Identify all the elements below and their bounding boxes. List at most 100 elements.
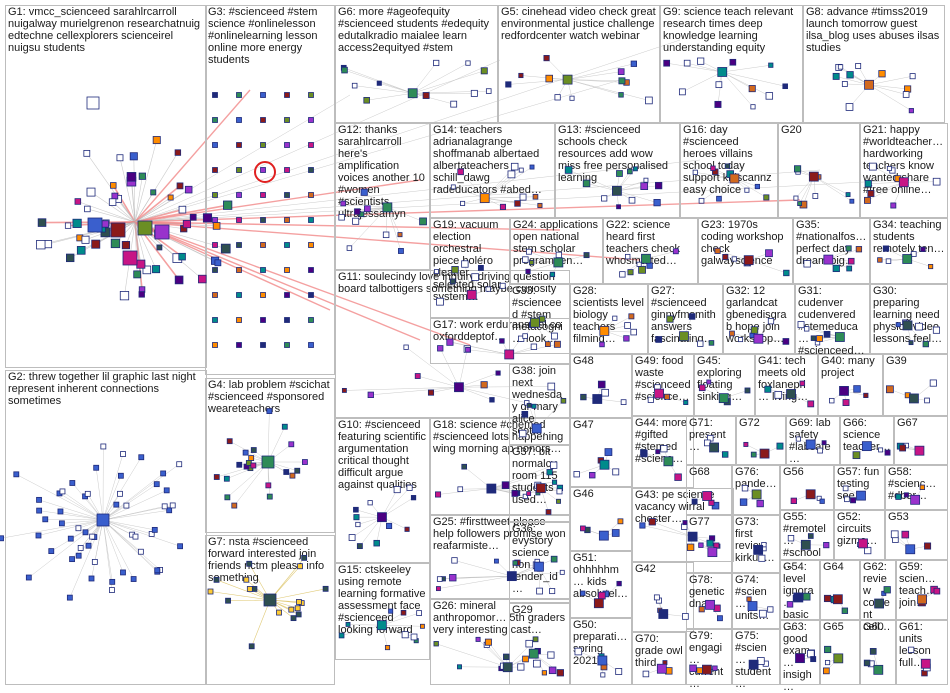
- hub-avatar: [554, 258, 563, 267]
- node: [139, 292, 145, 298]
- hub-avatar: [659, 610, 668, 619]
- node: [139, 173, 145, 179]
- hub-avatar: [801, 540, 810, 549]
- node: [130, 153, 137, 160]
- node: [213, 343, 218, 348]
- node: [466, 61, 470, 65]
- node: [560, 570, 564, 574]
- node: [120, 570, 125, 575]
- node: [237, 193, 242, 198]
- node: [226, 598, 231, 603]
- hub-avatar: [754, 334, 763, 343]
- node: [261, 293, 266, 298]
- node: [716, 82, 722, 88]
- node: [261, 168, 266, 173]
- hub-avatar: [262, 456, 274, 468]
- node: [302, 555, 307, 560]
- node: [496, 371, 500, 375]
- node: [602, 389, 609, 396]
- node: [717, 196, 722, 201]
- hub-avatar: [865, 80, 874, 89]
- hub-avatar: [794, 593, 803, 602]
- node: [613, 316, 617, 320]
- node: [309, 193, 314, 198]
- node: [551, 333, 557, 339]
- node: [511, 163, 518, 170]
- node: [213, 218, 218, 223]
- node: [538, 203, 542, 207]
- node: [471, 90, 477, 96]
- node: [285, 293, 290, 298]
- node: [452, 558, 457, 563]
- node: [600, 342, 605, 347]
- node: [775, 391, 782, 398]
- node: [552, 480, 556, 484]
- node: [179, 206, 186, 213]
- node: [78, 545, 83, 550]
- node: [617, 581, 621, 585]
- node: [777, 443, 783, 449]
- node: [690, 665, 697, 672]
- node: [904, 86, 910, 92]
- node: [364, 97, 370, 103]
- node: [405, 527, 409, 531]
- node: [213, 93, 218, 98]
- node: [223, 201, 231, 209]
- node: [848, 258, 854, 264]
- node: [243, 450, 248, 455]
- hub-avatar: [383, 203, 392, 212]
- hub-avatar: [744, 256, 753, 265]
- node: [544, 55, 549, 60]
- node: [285, 218, 290, 223]
- node: [518, 664, 524, 670]
- node: [923, 341, 929, 347]
- node: [768, 607, 773, 612]
- node: [244, 577, 249, 582]
- node: [267, 494, 272, 499]
- node: [878, 258, 883, 263]
- node: [656, 450, 660, 454]
- node: [602, 196, 607, 201]
- node: [309, 168, 314, 173]
- node: [203, 214, 211, 222]
- node: [502, 482, 509, 489]
- hub-avatar: [264, 594, 276, 606]
- node: [601, 673, 605, 677]
- node: [641, 450, 647, 456]
- node: [884, 587, 890, 593]
- node: [554, 341, 560, 347]
- node: [450, 279, 455, 284]
- node: [451, 185, 455, 189]
- node: [817, 336, 823, 342]
- node: [112, 193, 118, 199]
- node: [879, 448, 883, 452]
- node: [870, 648, 876, 654]
- node: [555, 95, 560, 100]
- node: [522, 411, 528, 417]
- node: [85, 491, 90, 496]
- node: [478, 265, 483, 270]
- node: [744, 442, 748, 446]
- node: [928, 264, 932, 268]
- node: [213, 243, 218, 248]
- node: [542, 671, 546, 675]
- node: [803, 593, 810, 600]
- node: [249, 644, 254, 649]
- node: [934, 588, 940, 594]
- node: [621, 400, 626, 405]
- node: [853, 452, 860, 459]
- node: [649, 519, 655, 525]
- node: [291, 616, 296, 621]
- node: [709, 500, 714, 505]
- node: [825, 660, 829, 664]
- node: [846, 246, 851, 251]
- node: [389, 609, 393, 613]
- node: [675, 474, 682, 481]
- node: [692, 499, 697, 504]
- node: [261, 118, 266, 123]
- node: [921, 247, 925, 251]
- node: [933, 327, 939, 333]
- node: [179, 253, 186, 260]
- node: [742, 485, 748, 491]
